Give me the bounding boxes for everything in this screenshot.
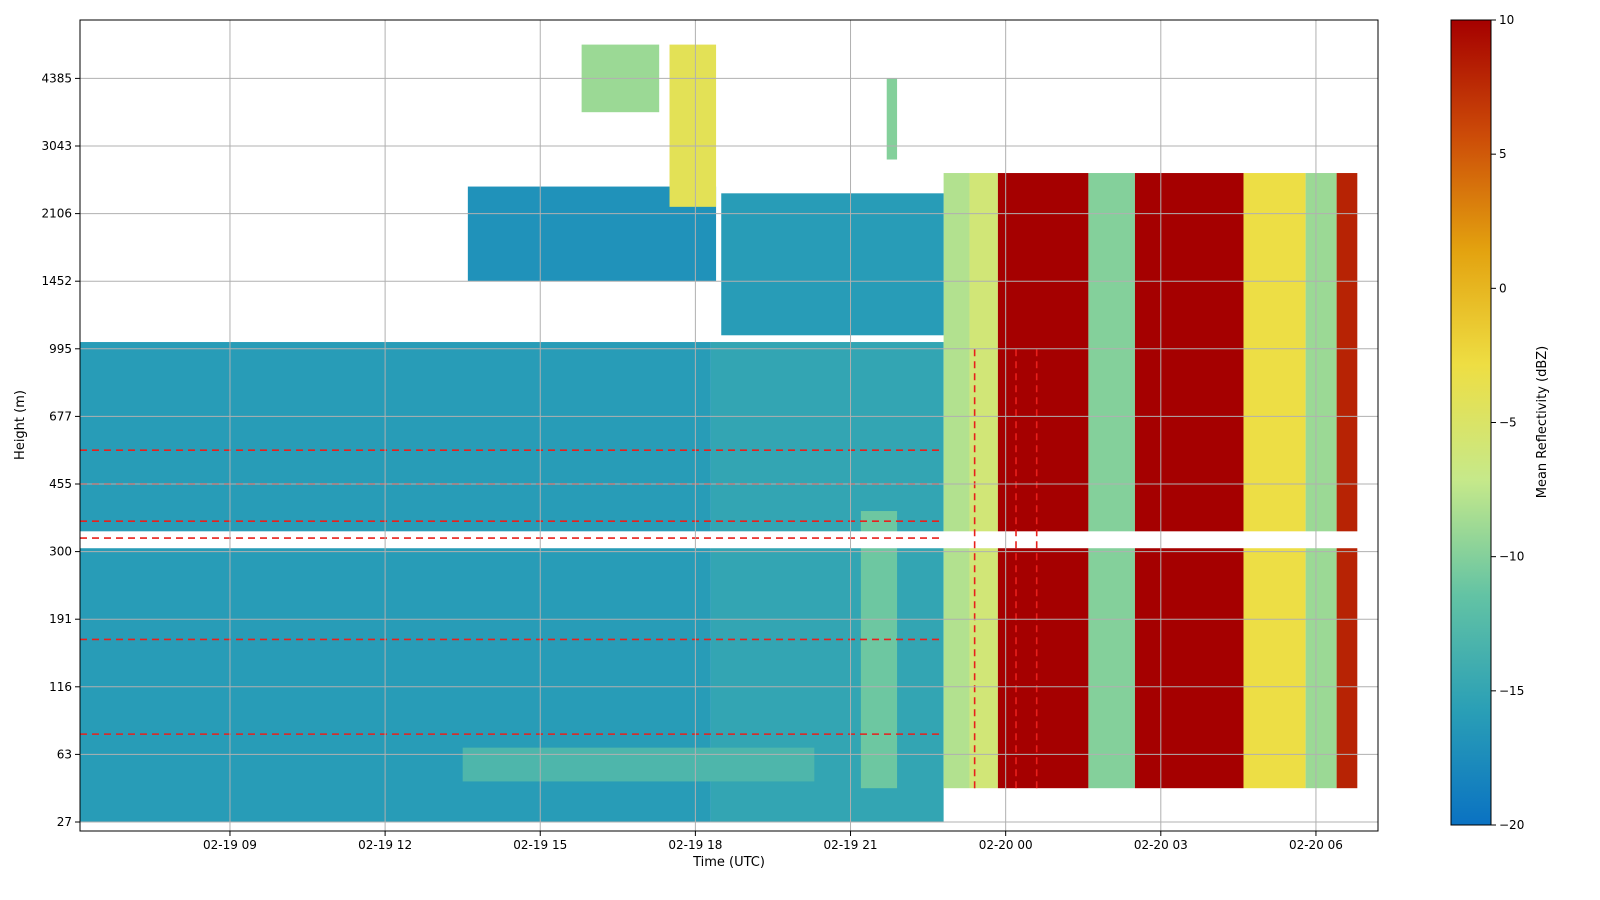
- colorbar-tick-label: −20: [1499, 818, 1524, 832]
- y-tick-label: 27: [57, 815, 72, 829]
- x-tick-label: 02-19 12: [358, 838, 412, 852]
- reflectivity-cell-2: [462, 747, 815, 782]
- y-tick-label: 2106: [41, 207, 72, 221]
- x-tick-label: 02-20 06: [1289, 838, 1343, 852]
- y-tick-label: 63: [57, 747, 72, 761]
- x-axis-label: Time (UTC): [692, 855, 765, 870]
- y-tick-label: 677: [49, 409, 72, 423]
- colorbar-tick-label: 10: [1499, 13, 1514, 27]
- reflectivity-cell-3: [860, 511, 898, 789]
- y-axis-label: Height (m): [13, 390, 28, 460]
- reflectivity-cell-0: [80, 342, 711, 822]
- reflectivity-cell-4: [943, 173, 970, 789]
- y-axis-ticks: 27 63 116 191 300 455 677 995 1452 2106 3043 4385: [41, 71, 80, 829]
- y-tick-label: 995: [49, 342, 72, 356]
- reflectivity-cell-11: [1336, 173, 1358, 789]
- y-tick-label: 3043: [41, 139, 72, 153]
- y-tick-label: 116: [49, 680, 72, 694]
- y-tick-label: 300: [49, 545, 72, 559]
- colorbar-ticks: −20 −15 −10 −5 0 5 10: [1491, 13, 1524, 832]
- reflectivity-cell-1: [710, 342, 944, 822]
- plot-area: [79, 19, 1379, 832]
- no-data-bands: [80, 531, 1378, 549]
- reflectivity-cell-10: [1305, 173, 1337, 789]
- y-tick-label: 4385: [41, 71, 72, 85]
- colorbar-label: Mean Reflectivity (dBZ): [1535, 346, 1550, 499]
- reflectivity-cell-8: [1134, 173, 1244, 789]
- x-tick-label: 02-19 09: [203, 838, 257, 852]
- plot-frame: [79, 19, 1379, 832]
- x-axis-ticks: 02-19 09 02-19 12 02-19 15 02-19 18 02-19 21…: [203, 831, 1343, 852]
- reflectivity-cell-7: [1088, 173, 1135, 789]
- y-tick-label: 191: [49, 612, 72, 626]
- colorbar-tick-label: −5: [1499, 416, 1517, 430]
- colorbar-gradient: [1450, 19, 1492, 826]
- reflectivity-cells: [80, 44, 1358, 822]
- colorbar-tick-label: 0: [1499, 281, 1507, 295]
- colorbar: −20 −15 −10 −5 0 5 10 Mean Reflectivity (dBZ): [1450, 13, 1550, 832]
- no-data-band-0: [80, 531, 1378, 549]
- reflectivity-cell-16: [886, 78, 898, 160]
- reflectivity-cell-9: [1243, 173, 1306, 789]
- x-tick-label: 02-19 21: [824, 838, 878, 852]
- x-tick-label: 02-19 15: [513, 838, 567, 852]
- reflectivity-cell-14: [669, 44, 717, 207]
- x-tick-label: 02-20 03: [1134, 838, 1188, 852]
- reflectivity-cell-13: [721, 193, 944, 336]
- y-tick-label: 1452: [41, 274, 72, 288]
- y-tick-label: 455: [49, 477, 72, 491]
- reflectivity-cell-6: [997, 173, 1089, 789]
- x-tick-label: 02-20 00: [979, 838, 1033, 852]
- reflectivity-cell-5: [969, 173, 998, 789]
- contour-lines: [80, 348, 1038, 789]
- grid-lines: [80, 20, 1378, 831]
- colorbar-tick-label: 5: [1499, 147, 1507, 161]
- colorbar-tick-label: −10: [1499, 550, 1524, 564]
- colorbar-tick-label: −15: [1499, 684, 1524, 698]
- x-tick-label: 02-19 18: [668, 838, 722, 852]
